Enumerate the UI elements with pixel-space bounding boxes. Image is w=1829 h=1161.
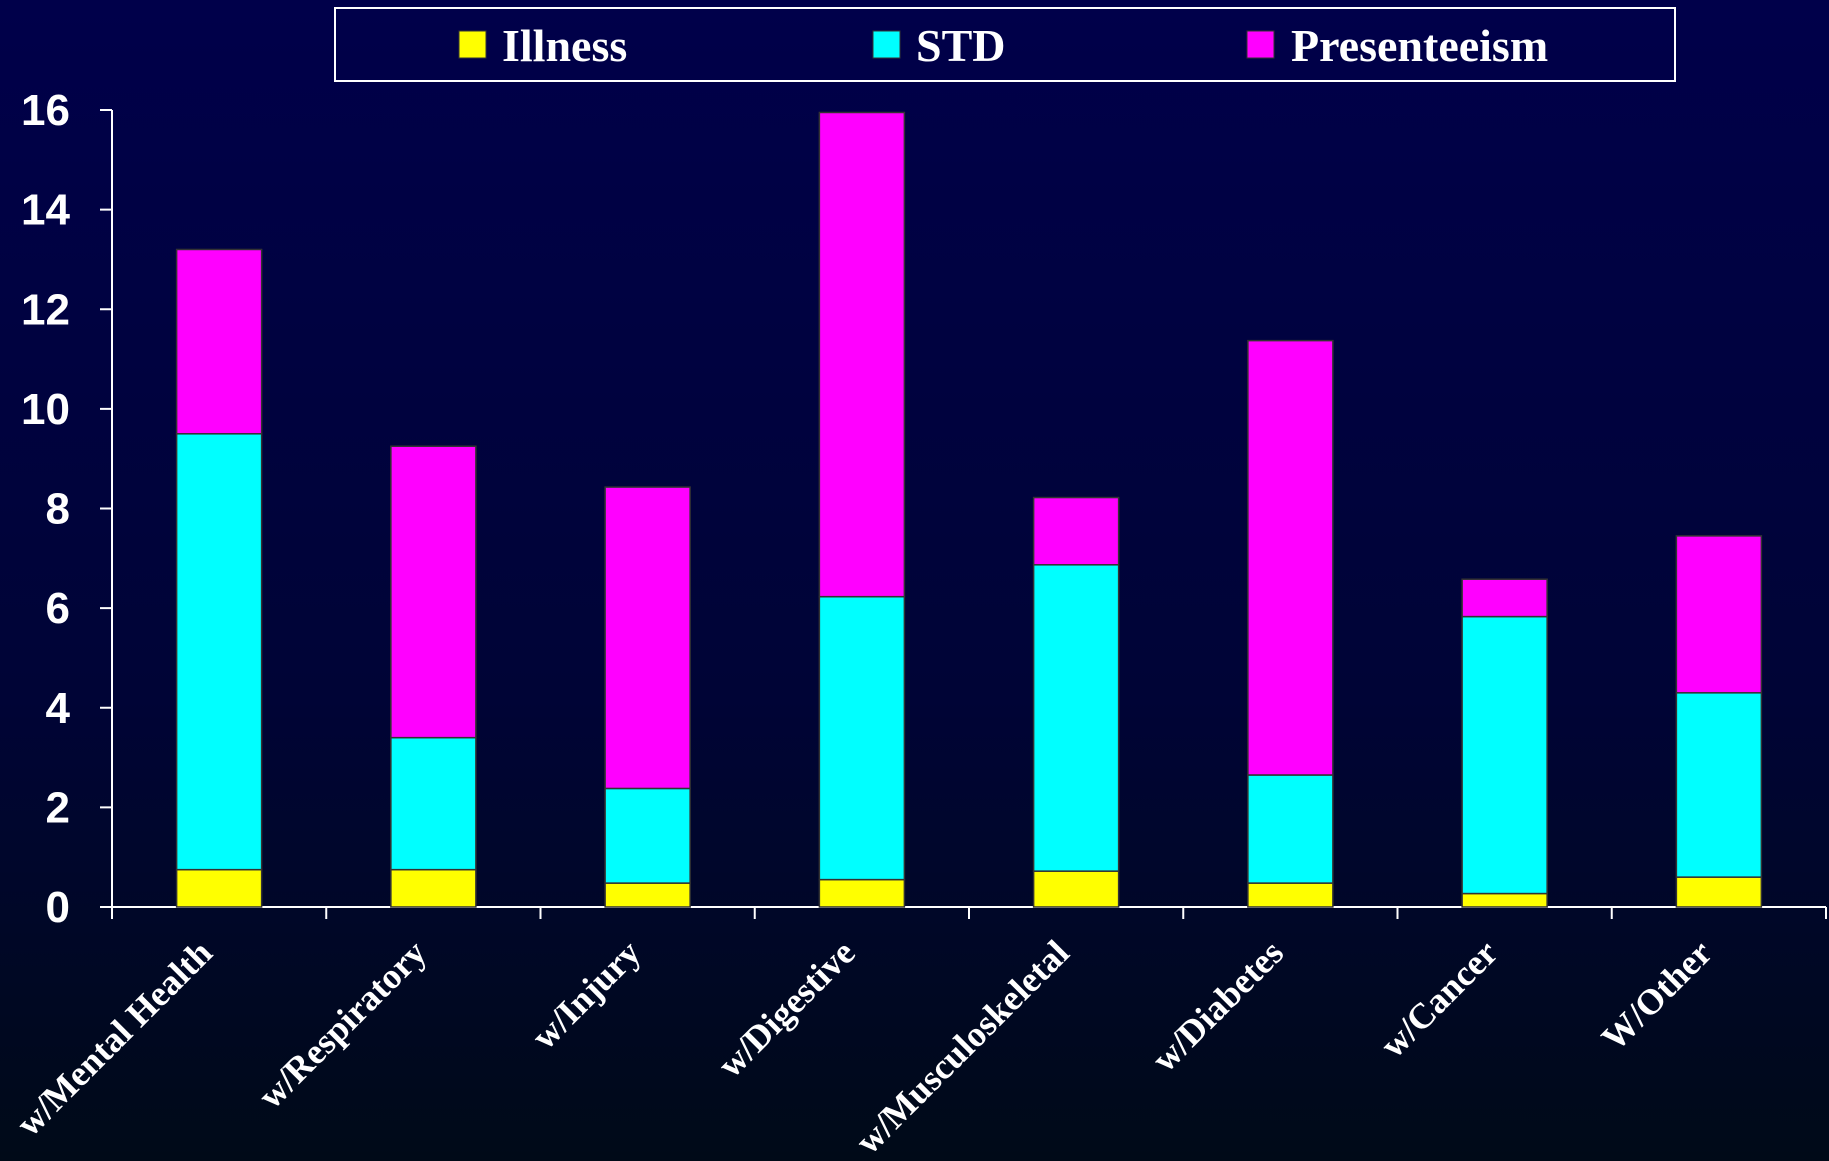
bar-illness <box>1461 892 1548 908</box>
y-axis-ticks: 0 2 4 6 8 10 12 14 16 <box>21 86 112 932</box>
bar-illness <box>1247 882 1334 908</box>
bars <box>175 111 1763 908</box>
legend: Illness STD Presenteeism <box>334 7 1676 82</box>
x-tick-label: w/Respiratory <box>250 932 434 1116</box>
bar-presenteeism <box>1032 496 1120 566</box>
bar-std <box>1032 564 1120 872</box>
y-tick-label: 16 <box>21 86 70 135</box>
bar-presenteeism <box>604 486 691 790</box>
legend-swatch-std <box>872 30 901 59</box>
bar-illness <box>604 882 691 908</box>
legend-swatch-presenteeism <box>1246 30 1275 59</box>
legend-box <box>334 7 1676 82</box>
bar-illness <box>1675 876 1763 908</box>
y-tick-label: 8 <box>46 485 70 534</box>
y-tick-label: 14 <box>21 186 70 235</box>
bar-std <box>390 736 477 871</box>
x-tick-label: w/Digestive <box>710 932 863 1085</box>
x-tick-label: w/Injury <box>524 932 648 1056</box>
bar-presenteeism <box>390 445 477 739</box>
y-tick-label: 4 <box>46 684 71 733</box>
y-tick-label: 10 <box>21 385 70 434</box>
x-tick-label: w/Musculoskeletal <box>848 932 1077 1161</box>
axes <box>111 110 1827 919</box>
bar-illness <box>1032 870 1120 908</box>
bar-presenteeism <box>1675 535 1763 694</box>
x-tick-label: w/Diabetes <box>1144 932 1291 1079</box>
legend-label-presenteeism: Presenteeism <box>1291 20 1548 71</box>
bar-presenteeism <box>1461 578 1548 618</box>
y-tick-label: 12 <box>21 285 70 334</box>
bar-presenteeism <box>818 111 906 598</box>
bar-illness <box>818 878 906 908</box>
bar-std <box>175 433 263 871</box>
bar-std <box>818 595 906 881</box>
bar-presenteeism <box>175 248 263 435</box>
bar-std <box>1247 774 1334 884</box>
bar-illness <box>175 868 263 908</box>
bar-std <box>1461 615 1548 895</box>
y-tick-label: 0 <box>46 883 70 932</box>
bar-illness <box>390 868 477 908</box>
bar-presenteeism <box>1247 339 1334 776</box>
y-tick-label: 2 <box>46 783 70 832</box>
legend-label-illness: Illness <box>502 20 627 71</box>
x-tick-label: W/Other <box>1594 932 1720 1058</box>
x-tick-label: w/Mental Health <box>8 932 219 1143</box>
bar-std <box>1675 692 1763 878</box>
y-tick-label: 6 <box>46 584 70 633</box>
x-tick-label: w/Cancer <box>1372 932 1505 1065</box>
x-axis-ticks: w/Mental Health w/Respiratory w/Injury w/Di… <box>8 932 1719 1161</box>
bar-std <box>604 787 691 884</box>
legend-label-std: STD <box>916 20 1005 71</box>
legend-swatch-illness <box>458 30 487 59</box>
